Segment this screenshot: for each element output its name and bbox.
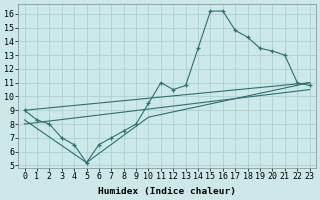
X-axis label: Humidex (Indice chaleur): Humidex (Indice chaleur): [98, 187, 236, 196]
